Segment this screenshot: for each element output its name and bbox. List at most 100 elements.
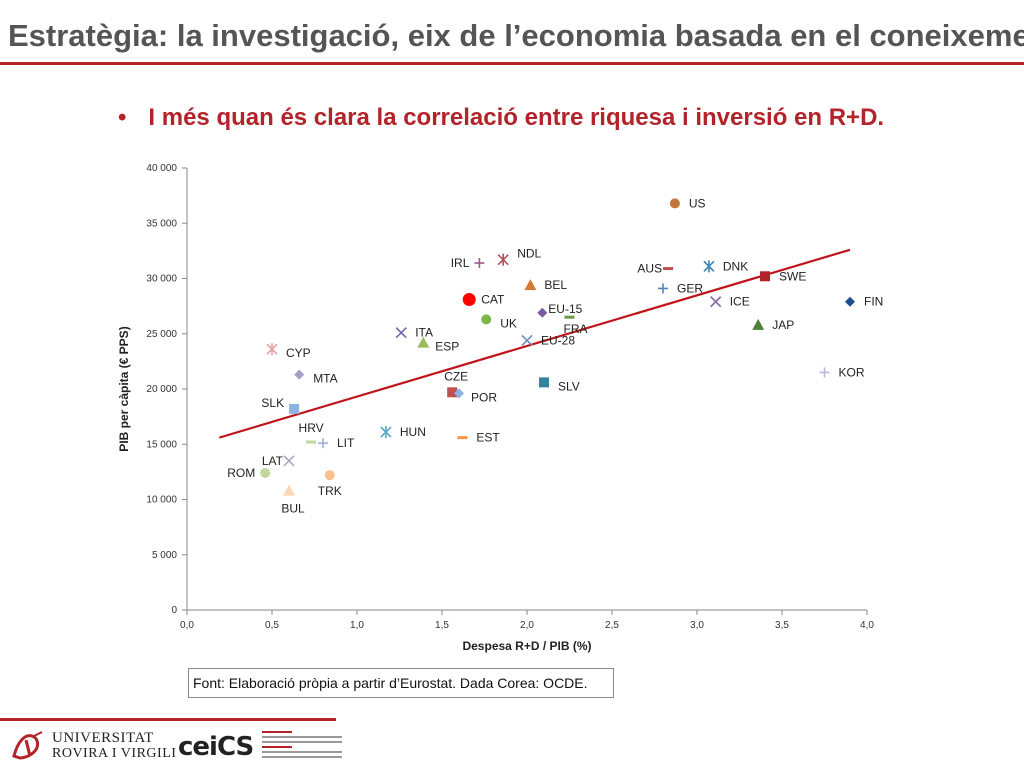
label-uk: UK <box>500 316 517 330</box>
point-est <box>457 436 468 440</box>
point-cyp <box>266 343 278 356</box>
label-ger: GER <box>677 281 703 295</box>
point-ger <box>658 283 668 294</box>
label-trk: TRK <box>318 484 342 498</box>
y-tick-label: 40 000 <box>146 163 177 174</box>
slide-title: Estratègia: la investigació, eix de l’ec… <box>8 18 1024 53</box>
label-lit: LIT <box>337 436 355 450</box>
point-bel <box>524 279 537 291</box>
label-esp: ESP <box>435 340 459 354</box>
point-irl <box>474 258 485 269</box>
label-cat: CAT <box>481 292 505 306</box>
bullet-icon: • <box>118 104 127 131</box>
y-tick-label: 5 000 <box>152 550 177 561</box>
label-ice: ICE <box>730 295 750 309</box>
point-ice <box>710 296 722 308</box>
y-tick-label: 35 000 <box>146 218 177 229</box>
point-jap <box>752 318 765 330</box>
label-us: US <box>689 196 706 210</box>
point-ita <box>395 327 407 339</box>
label-mta: MTA <box>313 372 337 386</box>
label-fra: FRA <box>564 322 588 336</box>
x-tick-label: 3,5 <box>775 620 789 631</box>
slide-subtitle: I més quan és clara la correlació entre … <box>148 104 885 131</box>
point-uk <box>481 314 492 325</box>
point-aus <box>663 267 674 271</box>
point-bul <box>283 484 295 496</box>
x-tick-label: 2,0 <box>520 620 534 631</box>
x-tick-label: 3,0 <box>690 620 704 631</box>
label-lat: LAT <box>262 454 284 468</box>
label-hun: HUN <box>400 425 426 439</box>
x-axis-title: Despesa R+D / PIB (%) <box>462 639 591 653</box>
point-fra <box>564 315 575 319</box>
label-cze: CZE <box>444 369 468 383</box>
label-bul: BUL <box>281 502 305 516</box>
x-tick-label: 1,5 <box>435 620 449 631</box>
label-fin: FIN <box>864 295 883 309</box>
label-kor: KOR <box>839 365 865 379</box>
cei-wordmark: ceiCS <box>178 732 254 762</box>
label-cyp: CYP <box>286 346 311 360</box>
point-fin <box>845 296 855 307</box>
point-slk <box>289 403 300 414</box>
label-dnk: DNK <box>723 259 748 273</box>
y-tick-label: 0 <box>171 605 177 616</box>
y-tick-label: 30 000 <box>146 274 177 285</box>
point-swe <box>760 271 770 282</box>
x-tick-label: 4,0 <box>860 620 874 631</box>
source-text: Font: Elaboració pròpia a partir d’Euros… <box>193 675 588 691</box>
point-hun <box>380 426 392 439</box>
title-divider <box>0 62 1024 65</box>
point-dnk <box>703 260 715 273</box>
data-points <box>260 198 855 496</box>
point-hrv <box>306 440 317 444</box>
urv-logo: UNIVERSITAT ROVIRA I VIRGILI <box>8 728 176 764</box>
point-eu-28 <box>521 334 533 346</box>
cei-decoration <box>262 728 342 761</box>
x-tick-label: 0,5 <box>265 620 279 631</box>
point-cze <box>447 387 458 398</box>
label-aus: AUS <box>637 262 662 276</box>
point-ndl <box>497 253 509 266</box>
y-axis-title: PIB per càpita (€ PPS) <box>117 326 131 451</box>
urv-wordmark: UNIVERSITAT ROVIRA I VIRGILI <box>52 730 176 762</box>
point-rom <box>260 467 271 478</box>
point-por <box>454 388 464 399</box>
label-swe: SWE <box>779 269 806 283</box>
trendline-group <box>218 248 851 439</box>
point-labels: US IRL NDL BEL CAT EU-15 UK FRA AUS DNK SWE GER ICE F… <box>227 196 883 515</box>
label-irl: IRL <box>451 256 470 270</box>
label-rom: ROM <box>227 466 255 480</box>
cei-logo: ceiCS <box>178 726 342 764</box>
footer-divider <box>0 718 336 721</box>
chart-axes <box>186 168 867 611</box>
y-tick-label: 10 000 <box>146 495 177 506</box>
point-slv <box>539 377 549 388</box>
y-tick-label: 20 000 <box>146 384 177 395</box>
label-eu-28: EU-28 <box>541 333 575 347</box>
y-tick-label: 15 000 <box>146 439 177 450</box>
label-est: EST <box>476 431 500 445</box>
label-bel: BEL <box>544 278 567 292</box>
label-eu-15: EU-15 <box>548 302 582 316</box>
axis-ticks: 0,0 0,5 1,0 1,5 2,0 2,5 3,0 3,5 4,0 0 5 000 10 000 1… <box>146 163 874 631</box>
x-tick-label: 0,0 <box>180 620 194 631</box>
label-slk: SLK <box>261 396 284 410</box>
label-hrv: HRV <box>299 421 324 435</box>
point-mta <box>294 369 305 380</box>
point-trk <box>324 470 335 481</box>
label-slv: SLV <box>558 379 580 393</box>
point-eu-15 <box>537 307 548 318</box>
point-esp <box>417 336 430 348</box>
urv-emblem-icon <box>12 731 43 760</box>
x-tick-label: 1,0 <box>350 620 364 631</box>
y-tick-label: 25 000 <box>146 329 177 340</box>
trendline <box>218 248 851 439</box>
slide-subtitle-row: • I més quan és clara la correlació entre… <box>118 104 884 132</box>
source-note: Font: Elaboració pròpia a partir d’Euros… <box>188 668 614 698</box>
label-ndl: NDL <box>517 247 541 261</box>
point-us <box>669 198 680 209</box>
urv-line-1: UNIVERSITAT <box>52 730 154 746</box>
